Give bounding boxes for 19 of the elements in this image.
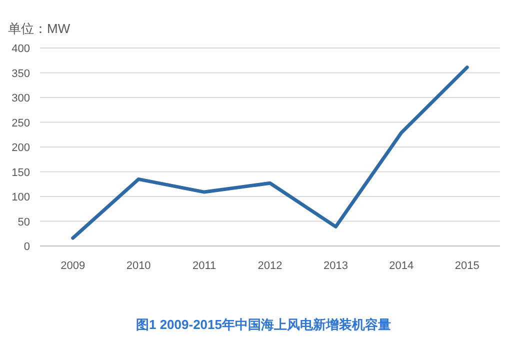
y-axis-title: 单位：MW <box>8 21 71 36</box>
y-tick-label: 0 <box>24 241 30 253</box>
y-tick-label: 100 <box>12 192 30 204</box>
x-tick-label: 2009 <box>60 260 86 272</box>
x-tick-label: 2012 <box>258 260 282 272</box>
y-tick-label: 350 <box>12 68 30 80</box>
x-tick-label: 2010 <box>126 260 151 272</box>
y-tick-label: 50 <box>18 216 30 228</box>
x-tick-label: 2011 <box>192 260 216 272</box>
y-tick-label: 200 <box>12 142 30 154</box>
line-series <box>71 66 469 240</box>
y-tick-label: 150 <box>12 166 30 179</box>
x-tick-label: 2014 <box>389 260 414 272</box>
y-tick-label: 400 <box>12 43 30 55</box>
text: 图1 2009-2015年中国海上风电新增装机容量 <box>136 317 392 332</box>
x-tick-label: 2013 <box>323 260 348 272</box>
y-tick-label: 300 <box>12 92 30 104</box>
y-tick-label: 250 <box>12 117 30 130</box>
x-tick-label: 2015 <box>454 260 480 272</box>
